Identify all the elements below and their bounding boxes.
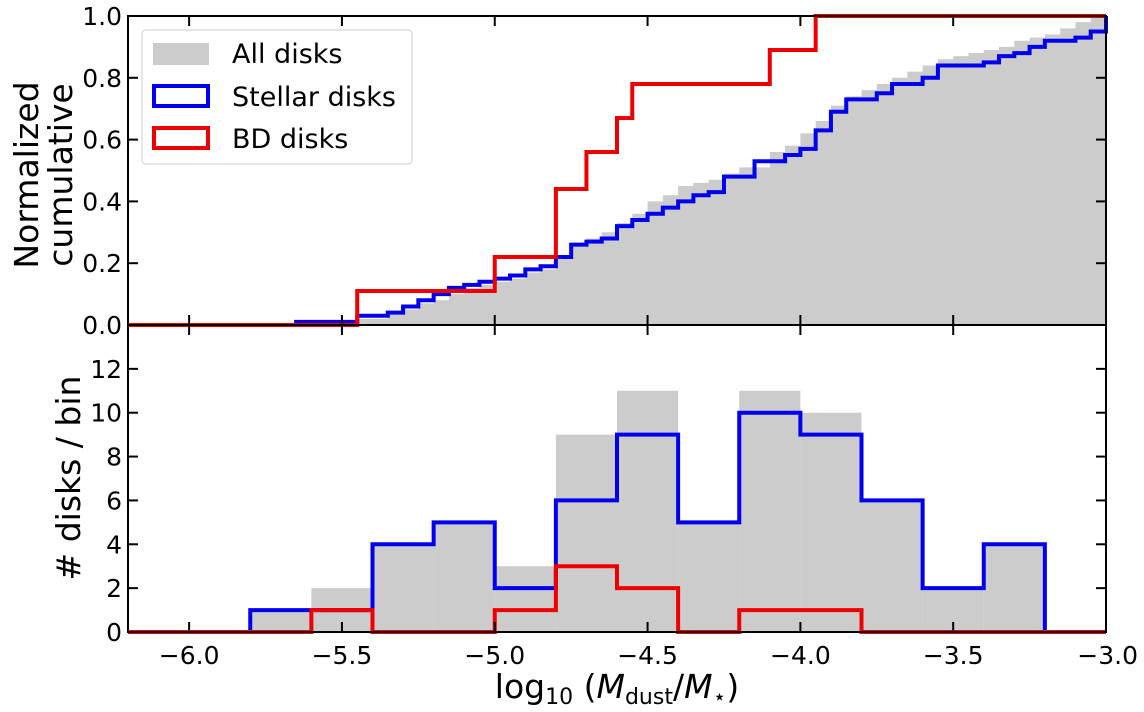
- xlabel-dust-sub: dust: [625, 685, 673, 710]
- histogram-marks: [128, 390, 1106, 634]
- histogram-bar-all: [250, 610, 312, 632]
- cumulative-ticks: 0.0 0.2 0.4 0.6 0.8 1.0: [82, 2, 1107, 340]
- histogram-bar-all: [800, 412, 862, 632]
- xlabel-log: log: [495, 667, 545, 706]
- legend: All disks Stellar disks BD disks: [141, 29, 413, 165]
- histogram-xlabel: log10 (Mdust/M⋆): [495, 667, 739, 710]
- histogram-ytick-label: 2: [106, 574, 122, 603]
- legend-swatch-bd-disks: [152, 126, 210, 150]
- cumulative-panel: 0.0 0.2 0.4 0.6 0.8 1.0 Normalized cumulative…: [7, 2, 1108, 340]
- xlabel-m-star: M: [684, 667, 712, 706]
- histogram-frame: [127, 324, 1107, 633]
- histogram-xtick-label: −3.0: [1077, 641, 1138, 670]
- xlabel-open-paren: (: [573, 667, 596, 706]
- histogram-bar-all: [678, 522, 740, 632]
- histogram-ytick-label: 6: [106, 486, 122, 515]
- xlabel-m-dust: M: [596, 667, 624, 706]
- xlabel-star-sub: ⋆: [713, 685, 727, 710]
- legend-swatch-stellar-disks: [152, 84, 210, 108]
- cumulative-ytick-label: 0.2: [82, 249, 122, 278]
- histogram-bar-all: [372, 544, 434, 632]
- cumulative-ytick-label: 1.0: [82, 2, 122, 31]
- histogram-ytick-label: 0: [106, 618, 122, 647]
- cumulative-area-all: [128, 16, 1106, 325]
- cumulative-line-stellar: [294, 16, 1108, 325]
- histogram-bar-all: [494, 566, 556, 632]
- histogram-ticks: 0 2 4 6 8 10 12 −6.0 −5.5 −5.0 −4.5 −4.0 −3.5 −3.0: [90, 325, 1138, 670]
- histogram-ytick-label: 4: [106, 530, 122, 559]
- legend-label-stellar-disks: Stellar disks: [232, 82, 396, 113]
- histogram-xtick-label: −4.0: [770, 641, 831, 670]
- histogram-bar-all: [983, 544, 1045, 632]
- histogram-ytick-label: 12: [90, 355, 122, 384]
- cumulative-ylabel-line2: cumulative: [41, 83, 80, 266]
- histogram-ylabel: # disks / bin: [49, 376, 88, 581]
- histogram-xtick-label: −4.5: [617, 641, 678, 670]
- xlabel-slash: /: [673, 667, 685, 706]
- legend-label-all-disks: All disks: [232, 39, 342, 70]
- cumulative-ytick-label: 0.4: [82, 187, 122, 216]
- histogram-bar-all: [433, 522, 495, 632]
- histogram-xtick-label: −6.0: [159, 641, 220, 670]
- cumulative-ytick-label: 0.8: [82, 64, 122, 93]
- histogram-ytick-label: 8: [106, 443, 122, 472]
- cumulative-marks: [128, 14, 1108, 327]
- histogram-bar-all: [555, 434, 617, 632]
- cumulative-ylabel-line1: Normalized: [7, 81, 46, 268]
- xlabel-close-paren: ): [726, 667, 739, 706]
- histogram-bar-all: [739, 390, 801, 632]
- cumulative-ytick-label: 0.6: [82, 126, 122, 155]
- xlabel-log-base: 10: [545, 685, 573, 710]
- legend-swatch-all-disks: [153, 43, 209, 65]
- histogram-bar-all: [861, 500, 923, 632]
- histogram-xtick-label: −3.5: [923, 641, 984, 670]
- histogram-ytick-label: 10: [90, 399, 122, 428]
- histogram-xtick-label: −5.0: [464, 641, 525, 670]
- histogram-bar-all: [617, 390, 679, 632]
- histogram-xtick-label: −5.5: [312, 641, 373, 670]
- cumulative-line-bd: [128, 14, 1106, 327]
- legend-label-bd-disks: BD disks: [232, 124, 348, 155]
- cumulative-ytick-label: 0.0: [82, 311, 122, 340]
- histogram-panel: 0 2 4 6 8 10 12 −6.0 −5.5 −5.0 −4.5 −4.0 −3.5 −3.0 # …: [49, 324, 1138, 710]
